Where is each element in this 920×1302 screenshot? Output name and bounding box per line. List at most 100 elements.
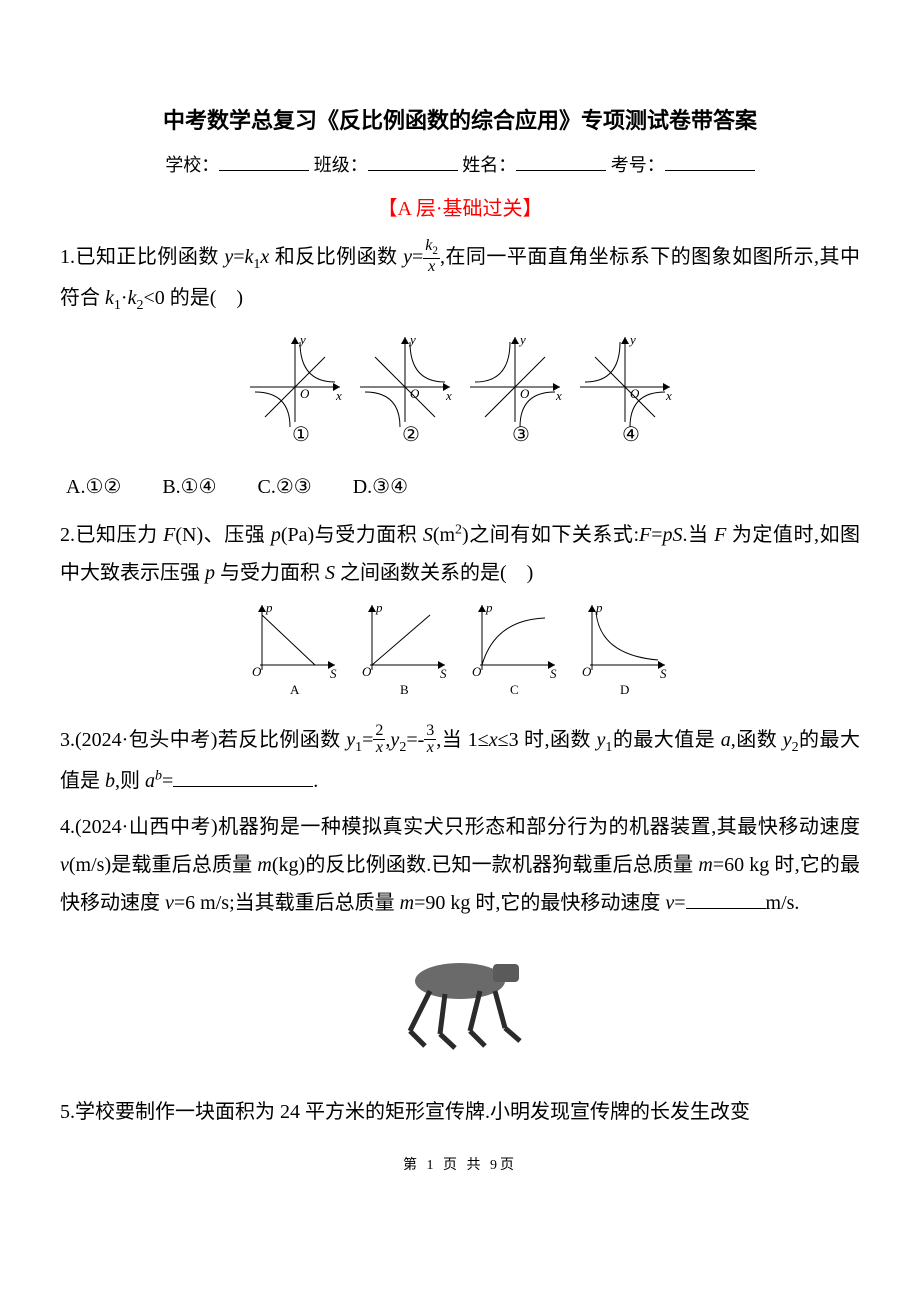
q1-dot: · bbox=[121, 287, 128, 309]
q2-eq: = bbox=[651, 524, 662, 546]
q3-period: . bbox=[313, 770, 318, 792]
q1-circ1: ① bbox=[292, 424, 310, 446]
q2-tail1: .当 bbox=[683, 524, 715, 546]
q2-F2: F bbox=[714, 524, 726, 546]
q3-eq2: = bbox=[406, 729, 417, 751]
section-label: 【A 层·基础过关】 bbox=[60, 190, 860, 228]
q2-unitF: (N)、 bbox=[175, 524, 224, 546]
q1-circ3: ③ bbox=[512, 424, 530, 446]
q4-m3: m bbox=[400, 892, 414, 914]
footer-suf: 页 bbox=[500, 1158, 517, 1173]
q2-p: p bbox=[271, 524, 281, 546]
footer-mid: 页 共 bbox=[437, 1158, 491, 1173]
robot-dog-icon bbox=[375, 936, 545, 1056]
q3-frac2: 3x bbox=[424, 723, 436, 756]
q2-gC-O: O bbox=[472, 664, 482, 679]
q4-eqv: =6 m/s;当其载重后总质量 bbox=[174, 892, 400, 914]
q3-pre: 3.(2024·包头中考)若反比例函数 bbox=[60, 729, 346, 751]
q1-circ2: ② bbox=[402, 424, 420, 446]
q4-unitM: (kg)的反比例函数.已知一款机器狗载重后总质量 bbox=[272, 854, 699, 876]
q1-choice-c: C.②③ bbox=[258, 468, 312, 506]
name-label: 姓名： bbox=[462, 155, 516, 175]
class-label: 班级： bbox=[314, 155, 368, 175]
q1-g4-y: y bbox=[628, 332, 636, 347]
q4-blank bbox=[686, 889, 766, 909]
examno-label: 考号： bbox=[611, 155, 665, 175]
footer-total: 9 bbox=[490, 1158, 500, 1173]
q3-eq1: = bbox=[362, 729, 373, 751]
q1-graphs: O x y O x y O x y bbox=[60, 327, 860, 460]
q1-eq: = bbox=[233, 246, 244, 268]
q2-eqS: S bbox=[673, 524, 683, 546]
question-4: 4.(2024·山西中考)机器狗是一种模拟真实犬只形态和部分行为的机器装置,其最… bbox=[60, 808, 860, 922]
page-title: 中考数学总复习《反比例函数的综合应用》专项测试卷带答案 bbox=[60, 100, 860, 142]
q3-blank bbox=[173, 767, 313, 787]
q2-label-C: C bbox=[510, 682, 519, 697]
q1-g1-x: x bbox=[335, 388, 342, 403]
q1-fraction: k2x bbox=[423, 238, 440, 274]
q1-g3-x: x bbox=[555, 388, 562, 403]
q1-text: 1.已知正比例函数 bbox=[60, 246, 224, 268]
q1-eq2: = bbox=[412, 246, 423, 268]
q4-v3: v bbox=[665, 892, 674, 914]
q1-choices: A.①② B.①④ C.②③ D.③④ bbox=[60, 468, 860, 506]
q1-g1-y: y bbox=[298, 332, 306, 347]
q3-y2: y bbox=[390, 729, 399, 751]
question-2: 2.已知压力 F(N)、压强 p(Pa)与受力面积 S(m2)之间有如下关系式:… bbox=[60, 516, 860, 592]
q1-circ4: ④ bbox=[622, 424, 640, 446]
q2-sup2: 2 bbox=[455, 523, 462, 538]
q2-label-A: A bbox=[290, 682, 300, 697]
q4-v2: v bbox=[165, 892, 174, 914]
q3-y2b: y bbox=[783, 729, 792, 751]
q2-graphs: O S p O S p O S p bbox=[60, 600, 860, 713]
q2-gB-p: p bbox=[375, 600, 383, 615]
q2-S2: S bbox=[325, 562, 335, 584]
page-footer: 第 1 页 共 9页 bbox=[60, 1153, 860, 1180]
q1-choice-d: D.③④ bbox=[353, 468, 408, 506]
footer-cur: 1 bbox=[427, 1158, 437, 1173]
q2-label-B: B bbox=[400, 682, 409, 697]
q1-frac-den: x bbox=[428, 258, 435, 275]
q2-p2: p bbox=[205, 562, 215, 584]
robot-figure bbox=[60, 936, 860, 1069]
q1-g3-y: y bbox=[518, 332, 526, 347]
school-blank bbox=[219, 153, 309, 171]
q2-gA-p: p bbox=[265, 600, 273, 615]
school-label: 学校： bbox=[165, 155, 219, 175]
q3-b: b bbox=[105, 770, 115, 792]
q3-mid4: ,函数 bbox=[731, 729, 783, 751]
q2-unitS2: )之间有如下关系式: bbox=[462, 524, 639, 546]
q3-mid: ,当 1≤ bbox=[436, 729, 488, 751]
q3-frac1: 2x bbox=[373, 723, 385, 756]
question-3: 3.(2024·包头中考)若反比例函数 y1=2x,y2=-3x,当 1≤x≤3… bbox=[60, 721, 860, 800]
q3-y1: y bbox=[346, 729, 355, 751]
q1-g1-O: O bbox=[300, 386, 310, 401]
q3-neg: - bbox=[418, 729, 425, 751]
q2-label-D: D bbox=[620, 682, 629, 697]
q3-f2d: x bbox=[427, 739, 434, 756]
q1-g2-y: y bbox=[408, 332, 416, 347]
q2-eqF: F bbox=[639, 524, 651, 546]
q2-plabel: 压强 bbox=[224, 524, 271, 546]
q2-F: F bbox=[163, 524, 175, 546]
q1-choice-a: A.①② bbox=[66, 468, 121, 506]
q1-graphs-svg: O x y O x y O x y bbox=[230, 327, 690, 447]
q3-mid2: ≤3 时,函数 bbox=[498, 729, 597, 751]
q3-ab-a: a bbox=[145, 770, 155, 792]
q2-gA-S: S bbox=[330, 666, 337, 681]
q2-unitP: (Pa)与受力面积 bbox=[281, 524, 423, 546]
q2-tail3: 与受力面积 bbox=[215, 562, 325, 584]
q4-m2: m bbox=[698, 854, 712, 876]
q2-graphs-svg: O S p O S p O S p bbox=[230, 600, 690, 700]
q3-mid3: 的最大值是 bbox=[612, 729, 720, 751]
q4-m: m bbox=[257, 854, 271, 876]
q3-f1n: 2 bbox=[373, 723, 385, 739]
q2-gD-S: S bbox=[660, 666, 667, 681]
q3-x: x bbox=[489, 729, 498, 751]
q2-gA-O: O bbox=[252, 664, 262, 679]
q2-gC-p: p bbox=[485, 600, 493, 615]
q1-g4-x: x bbox=[665, 388, 672, 403]
q1-g3-O: O bbox=[520, 386, 530, 401]
q2-gB-O: O bbox=[362, 664, 372, 679]
q3-ab-b: b bbox=[155, 768, 162, 783]
